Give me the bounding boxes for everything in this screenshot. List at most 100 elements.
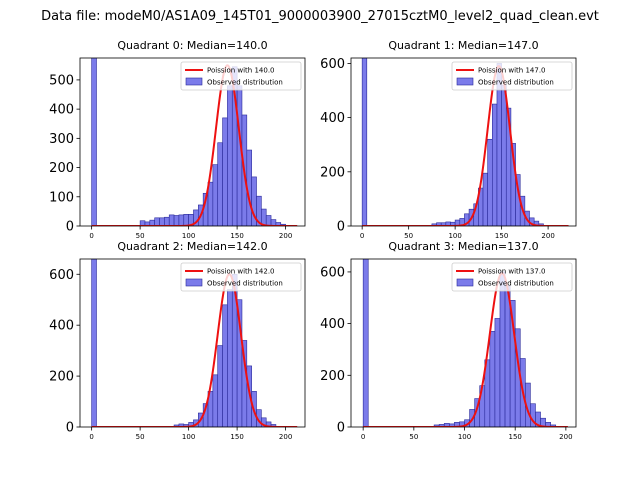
y-tick-label: 400 xyxy=(320,111,345,126)
x-tick-label: 200 xyxy=(541,232,554,240)
y-tick-label: 400 xyxy=(320,317,345,332)
legend-curve-label: Poission with 140.0 xyxy=(207,67,275,75)
x-tick-label: 200 xyxy=(279,232,292,240)
legend-bars-label: Observed distribution xyxy=(207,79,283,87)
legend-curve-label: Poission with 147.0 xyxy=(478,67,546,75)
x-tick-label: 150 xyxy=(509,433,522,441)
x-tick-label: 0 xyxy=(89,232,93,240)
histogram-bar xyxy=(494,318,501,427)
histogram-bar xyxy=(212,164,219,226)
y-tick-label: 400 xyxy=(49,103,74,118)
subplot-quadrant-1: Quadrant 1: Median=147.0 0 50 100 150 200 0 200… xyxy=(320,39,577,240)
x-tick-label: 50 xyxy=(136,232,145,240)
x-tick-label: 100 xyxy=(458,433,471,441)
y-tick-label: 200 xyxy=(49,370,74,385)
poisson-curve xyxy=(91,273,298,427)
legend-curve-label: Poission with 137.0 xyxy=(478,268,546,276)
histogram-bar xyxy=(361,58,368,226)
y-tick-label: 600 xyxy=(320,265,345,280)
histogram-bar xyxy=(362,259,369,427)
histogram-bar xyxy=(265,215,272,226)
axes-frame xyxy=(350,57,577,227)
y-tick-label: 200 xyxy=(49,161,74,176)
histogram-bar xyxy=(91,58,97,226)
histogram-bar xyxy=(499,271,506,427)
poisson-curve xyxy=(362,65,569,226)
x-tick-label: 50 xyxy=(136,433,145,441)
y-tick-label: 200 xyxy=(320,369,345,384)
subplot-quadrant-3: Quadrant 3: Median=137.0 0 50 100 150 200 0 200… xyxy=(320,240,577,441)
y-tick-label: 0 xyxy=(337,220,345,235)
x-tick-label: 150 xyxy=(230,232,243,240)
x-tick-label: 150 xyxy=(495,232,508,240)
subplot-quadrant-2: Quadrant 2: Median=142.0 0 50 100 150 200 0 200… xyxy=(49,240,306,441)
legend-box xyxy=(451,61,573,91)
legend-box xyxy=(451,262,573,292)
x-tick-label: 150 xyxy=(230,433,243,441)
legend-bars-label: Observed distribution xyxy=(478,79,554,87)
figure-suptitle: Data file: modeM0/AS1A09_145T01_90000039… xyxy=(41,9,599,24)
histogram-bar xyxy=(487,138,493,226)
y-tick-label: 500 xyxy=(49,73,74,88)
legend-curve-label: Poission with 142.0 xyxy=(207,268,275,276)
legend-box xyxy=(180,61,302,91)
histogram-bar xyxy=(227,289,233,427)
legend-bars-label: Observed distribution xyxy=(478,280,554,288)
histogram-bar xyxy=(501,84,507,226)
x-tick-label: 50 xyxy=(409,433,418,441)
legend: Poission with 147.0 Observed distribution xyxy=(451,61,573,91)
legend-box xyxy=(180,262,302,292)
histogram-bar xyxy=(482,172,488,226)
histogram-bar xyxy=(227,85,233,226)
y-tick-label: 0 xyxy=(66,220,74,235)
y-tick-label: 400 xyxy=(49,319,74,334)
subplot-title: Quadrant 3: Median=137.0 xyxy=(388,240,538,253)
legend-bar-swatch xyxy=(456,278,474,287)
histogram-bar xyxy=(217,345,223,427)
legend: Poission with 140.0 Observed distribution xyxy=(180,61,302,91)
x-tick-label: 100 xyxy=(182,433,195,441)
legend: Poission with 142.0 Observed distribution xyxy=(180,262,302,292)
y-tick-label: 0 xyxy=(66,421,74,436)
subplot-title: Quadrant 1: Median=147.0 xyxy=(388,39,538,52)
x-tick-label: 100 xyxy=(448,232,461,240)
histogram-bar xyxy=(91,259,97,427)
histogram-bar xyxy=(217,142,223,226)
subplot-title: Quadrant 0: Median=140.0 xyxy=(117,39,267,52)
legend-bar-swatch xyxy=(185,77,203,86)
histogram-bar xyxy=(183,214,189,226)
histogram-bar xyxy=(178,214,185,226)
histogram-bar xyxy=(504,285,511,427)
histogram-bar xyxy=(492,103,498,226)
y-tick-label: 600 xyxy=(49,268,74,283)
histogram-bar xyxy=(154,217,160,226)
legend: Poission with 137.0 Observed distribution xyxy=(451,262,573,292)
x-tick-label: 0 xyxy=(360,232,364,240)
legend-bar-swatch xyxy=(185,278,203,287)
histogram-bar xyxy=(164,216,170,226)
y-tick-label: 0 xyxy=(337,421,345,436)
x-tick-label: 0 xyxy=(361,433,365,441)
x-tick-label: 100 xyxy=(182,232,195,240)
histogram-bar xyxy=(270,424,277,427)
subplot-title: Quadrant 2: Median=142.0 xyxy=(117,240,267,253)
legend-bar-swatch xyxy=(456,77,474,86)
histogram-bar xyxy=(212,374,219,427)
histogram-bar xyxy=(222,304,228,427)
legend-bars-label: Observed distribution xyxy=(207,280,283,288)
y-tick-label: 300 xyxy=(49,132,74,147)
histogram-bar xyxy=(222,117,228,226)
poisson-curve xyxy=(91,64,298,226)
axes-frame xyxy=(79,57,306,227)
x-tick-label: 0 xyxy=(89,433,93,441)
histogram-bar xyxy=(173,215,180,226)
y-tick-label: 200 xyxy=(320,165,345,180)
axes-frame xyxy=(350,258,577,428)
histogram-bar xyxy=(168,214,175,226)
x-tick-label: 200 xyxy=(279,433,292,441)
y-tick-label: 100 xyxy=(49,190,74,205)
subplot-quadrant-0: Quadrant 0: Median=140.0 0 50 100 150 200 0 100… xyxy=(49,39,306,240)
x-tick-label: 50 xyxy=(404,232,413,240)
histogram-bar xyxy=(489,331,496,427)
